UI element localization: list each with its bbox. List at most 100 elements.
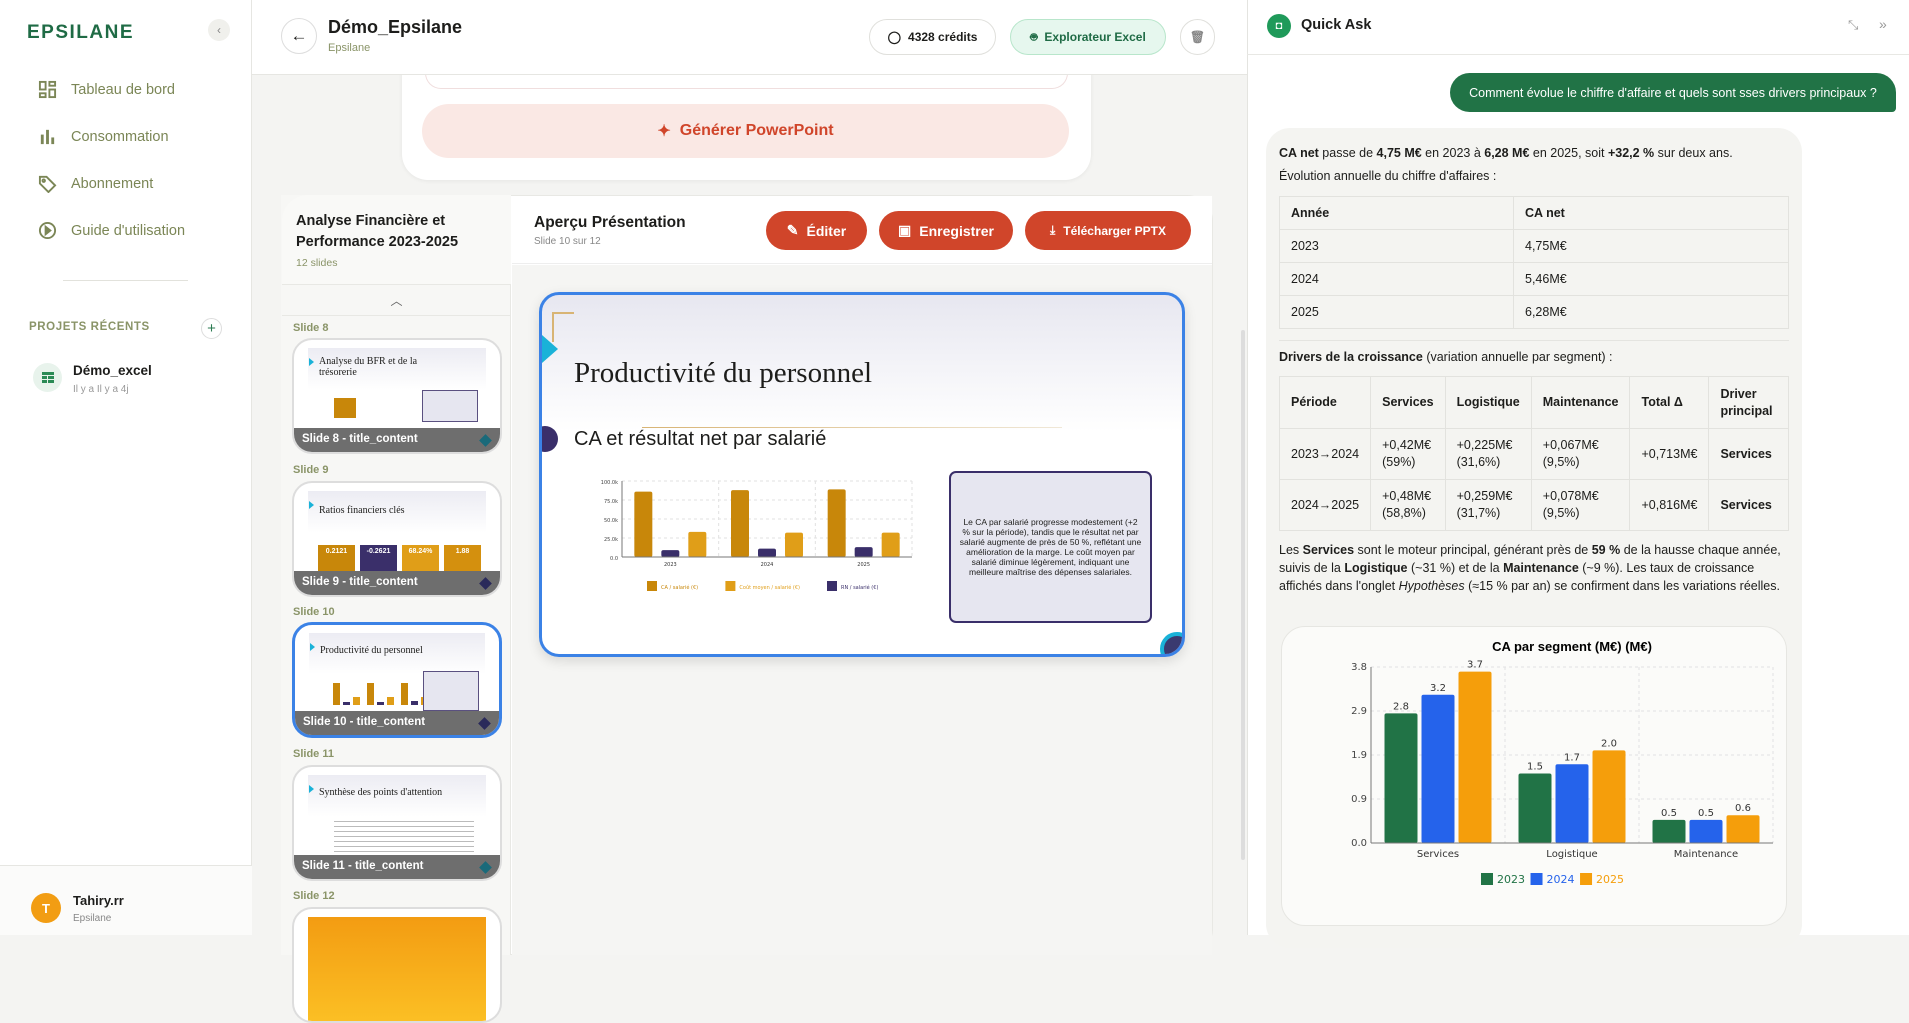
quick-ask-header bbox=[1247, 0, 1909, 55]
y-tick-label: 1.9 bbox=[1351, 750, 1367, 761]
deck-slide-count: 12 slides bbox=[296, 257, 338, 269]
robot-icon: ◘ bbox=[1267, 14, 1291, 38]
generate-powerpoint-button[interactable]: ✦ Générer PowerPoint bbox=[422, 104, 1069, 158]
table-row: 2025 6,28M€ bbox=[1279, 295, 1789, 329]
slide-thumbnail-8[interactable]: Analyse du BFR et de la trésorerie Slide … bbox=[292, 338, 502, 454]
scroll-up-button[interactable]: ︿ bbox=[282, 286, 511, 316]
collapse-sidebar-button[interactable]: ‹ bbox=[208, 19, 230, 41]
save-label: Enregistrer bbox=[919, 222, 994, 239]
sidebar-item-label: Guide d'utilisation bbox=[71, 222, 186, 239]
bar-co-t-moyen-salari- bbox=[881, 532, 900, 557]
drivers-table: Période Services Logistique Maintenance Tota… bbox=[1278, 376, 1789, 531]
x-tick-label: Logistique bbox=[1546, 849, 1597, 860]
back-button[interactable]: ← bbox=[281, 18, 317, 54]
slide-note: Le CA par salarié progresse modestement … bbox=[949, 471, 1152, 623]
slide-thumbnail-12[interactable] bbox=[292, 907, 502, 1023]
bar-co-t-moyen-salari- bbox=[785, 532, 803, 557]
bar-rn-salari- bbox=[661, 550, 680, 557]
user-name: Tahiry.rr bbox=[73, 893, 124, 908]
sidebar-item-label: Tableau de bord bbox=[71, 81, 175, 98]
table-row: 2024 5,46M€ bbox=[1279, 262, 1789, 296]
user-question: Comment évolue le chiffre d'affaire et q… bbox=[1450, 73, 1896, 112]
thumb-label: Slide 9 bbox=[293, 464, 329, 476]
legend-swatch bbox=[1580, 873, 1593, 885]
sidebar-item-consommation[interactable]: Consommation bbox=[38, 127, 169, 146]
save-button[interactable]: ▣ Enregistrer bbox=[879, 211, 1013, 250]
sparkles-icon: ✦ bbox=[657, 123, 671, 140]
legend-label: CA / salarié (€) bbox=[661, 584, 698, 591]
thumb-title: Productivité du personnel bbox=[320, 645, 423, 656]
bar-chart-icon bbox=[40, 129, 55, 145]
edit-button[interactable]: ✎ Éditer bbox=[766, 211, 867, 250]
slide-subtitle: CA et résultat net par salarié bbox=[574, 428, 827, 450]
data-label: 3.2 bbox=[1430, 683, 1446, 694]
thumb-label: Slide 8 bbox=[293, 322, 329, 334]
sidebar-item-abonnement[interactable]: Abonnement bbox=[38, 174, 153, 193]
tag-icon bbox=[38, 175, 57, 193]
preview-subtitle: Slide 10 sur 12 bbox=[534, 236, 601, 247]
excel-explorer-button[interactable]: 🤖︎ Explorateur Excel bbox=[1010, 19, 1166, 55]
credits-badge[interactable]: ◯ 4328 crédits bbox=[869, 19, 996, 55]
delete-button[interactable]: 🗑︎ bbox=[1180, 19, 1215, 55]
divider bbox=[63, 280, 188, 281]
collapse-panel-icon[interactable]: » bbox=[1879, 16, 1887, 32]
legend-label: RN / salarié (€) bbox=[841, 584, 878, 591]
bar-2023 bbox=[1384, 713, 1418, 843]
minimize-icon[interactable]: ⤡ bbox=[1848, 17, 1859, 32]
explorer-label: Explorateur Excel bbox=[1044, 30, 1146, 44]
legend-label: Coût moyen / salarié (€) bbox=[739, 584, 800, 591]
answer-intro: CA net passe de 4,75 M€ en 2023 à 6,28 M… bbox=[1279, 146, 1733, 160]
avatar[interactable]: T bbox=[31, 893, 61, 923]
bar-2024 bbox=[1555, 764, 1589, 843]
table-row: 2023 4,75M€ bbox=[1279, 229, 1789, 263]
slide-thumbnail-10[interactable]: Productivité du personnel Slide 10 - tit… bbox=[292, 622, 502, 738]
bar-ca-salari- bbox=[634, 491, 653, 557]
user-org: Epsilane bbox=[73, 913, 112, 924]
download-pptx-button[interactable]: ⤓ Télécharger PPTX bbox=[1025, 211, 1191, 250]
bar-2024 bbox=[1421, 694, 1455, 843]
sidebar-item-dashboard[interactable]: Tableau de bord bbox=[38, 80, 175, 99]
bar-2025 bbox=[1592, 750, 1626, 843]
sidebar-item-label: Consommation bbox=[71, 128, 169, 145]
page-title: Démo_Epsilane bbox=[328, 17, 463, 37]
recent-projects-heading: PROJETS RÉCENTS bbox=[29, 321, 150, 333]
x-tick-label: Services bbox=[1417, 849, 1459, 860]
slide-thumbnail-9[interactable]: Ratios financiers clés 0.2121 -0.2621 68… bbox=[292, 481, 502, 597]
project-item-name[interactable]: Démo_excel bbox=[73, 363, 152, 378]
y-tick-label: 25.0k bbox=[604, 537, 618, 543]
bar-rn-salari- bbox=[758, 548, 776, 557]
deck-title: Analyse Financière et Performance 2023-2… bbox=[296, 213, 459, 250]
data-label: 1.5 bbox=[1527, 762, 1543, 773]
dashboard-icon bbox=[38, 80, 57, 99]
x-tick-label: 2023 bbox=[664, 562, 677, 568]
pencil-icon: ✎ bbox=[786, 222, 799, 238]
x-tick-label: 2024 bbox=[761, 562, 774, 568]
slide-thumbnail-11[interactable]: Synthèse des points d'attention Slide 11… bbox=[292, 765, 502, 881]
ca-table: Année CA net 2023 4,75M€ 2024 5,46M€ 2025 6,… bbox=[1279, 196, 1789, 329]
data-label: 2.0 bbox=[1601, 738, 1617, 749]
slide-title: Productivité du personnel bbox=[574, 357, 873, 389]
thumb-title: Analyse du BFR et de la trésorerie bbox=[319, 356, 418, 378]
spreadsheet-icon bbox=[33, 363, 62, 392]
legend-swatch bbox=[827, 581, 837, 591]
plus-icon: + bbox=[207, 320, 216, 337]
play-circle-icon bbox=[38, 221, 57, 240]
bar-2023 bbox=[1652, 819, 1686, 843]
y-tick-label: 75.0k bbox=[604, 499, 618, 505]
slide-chart: 0.0 25.0k 50.0k 75.0k 100.0k 2023 2024 2025 CA /… bbox=[601, 480, 913, 591]
data-label: 0.6 bbox=[1735, 803, 1751, 814]
sidebar bbox=[0, 0, 252, 935]
scrollbar[interactable] bbox=[1241, 330, 1245, 860]
sidebar-item-label: Abonnement bbox=[71, 175, 154, 192]
chevron-up-icon: ︿ bbox=[390, 294, 403, 308]
thumb-caption: Slide 10 - title_content bbox=[295, 711, 499, 735]
page-subtitle: Epsilane bbox=[328, 42, 371, 54]
sidebar-item-guide[interactable]: Guide d'utilisation bbox=[38, 221, 185, 240]
thumb-title: Synthèse des points d'attention bbox=[319, 787, 443, 798]
robot-icon: 🤖︎ bbox=[1030, 29, 1038, 44]
data-label: 0.5 bbox=[1661, 808, 1677, 819]
thumb-caption: Slide 9 - title_content bbox=[294, 571, 500, 595]
y-tick-label: 0.0 bbox=[1351, 838, 1367, 849]
add-project-button[interactable]: + bbox=[201, 318, 222, 339]
chart-title: CA par segment (M€) (M€) bbox=[1492, 639, 1652, 654]
